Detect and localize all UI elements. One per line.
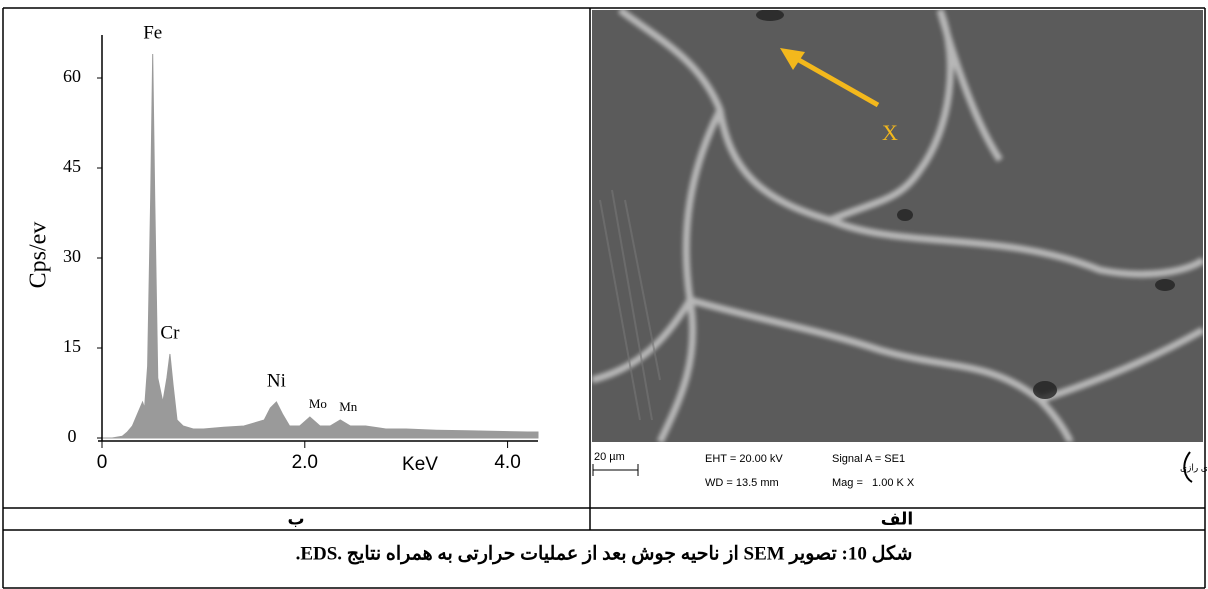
magnification: Mag = 1.00 K X [832,477,915,489]
scale-bar [592,464,639,476]
scale-bar-label: 20 µm [594,451,625,463]
y-tick-label: 45 [63,156,81,176]
caption: شکل 10: تصویر SEM از ناحیه جوش بعد از عم… [296,543,913,564]
spectrum [102,53,539,439]
x-axis-label: KeV [402,454,438,475]
logo: بنیاد علوم کاربردی رازی [1180,462,1208,472]
peak-label: Mn [339,399,358,414]
peak-label: Ni [267,370,286,391]
y-axis-label: Cps/ev [26,222,52,289]
logo-mark [1183,451,1193,483]
panel-label: ب [287,509,304,528]
table-borders [2,7,1206,589]
marker-label: X [882,120,898,145]
y-tick-label: 15 [63,336,81,356]
signal: Signal A = SE1 [832,453,905,465]
peak-label: Fe [143,22,162,43]
info-bar [592,442,1203,506]
x-tick-label: 4.0 [494,452,520,473]
panel-label: الف [881,509,913,528]
eds-chart: Cps/ev KeV 0 15 30 45 60 0 2.0 4.0 Fe Cr Ni Mo Mn [26,22,539,475]
y-tick-label: 60 [63,66,81,86]
wd: WD = 13.5 mm [705,477,779,489]
x-tick-label: 2.0 [292,452,318,473]
x-tick-label: 0 [97,452,108,473]
y-tick-label: 30 [63,246,81,266]
sem-image [592,10,1203,442]
y-tick-label: 0 [68,426,77,446]
peak-label: Mo [309,396,327,411]
eht: EHT = 20.00 kV [705,453,783,465]
peak-label: Cr [160,322,180,343]
